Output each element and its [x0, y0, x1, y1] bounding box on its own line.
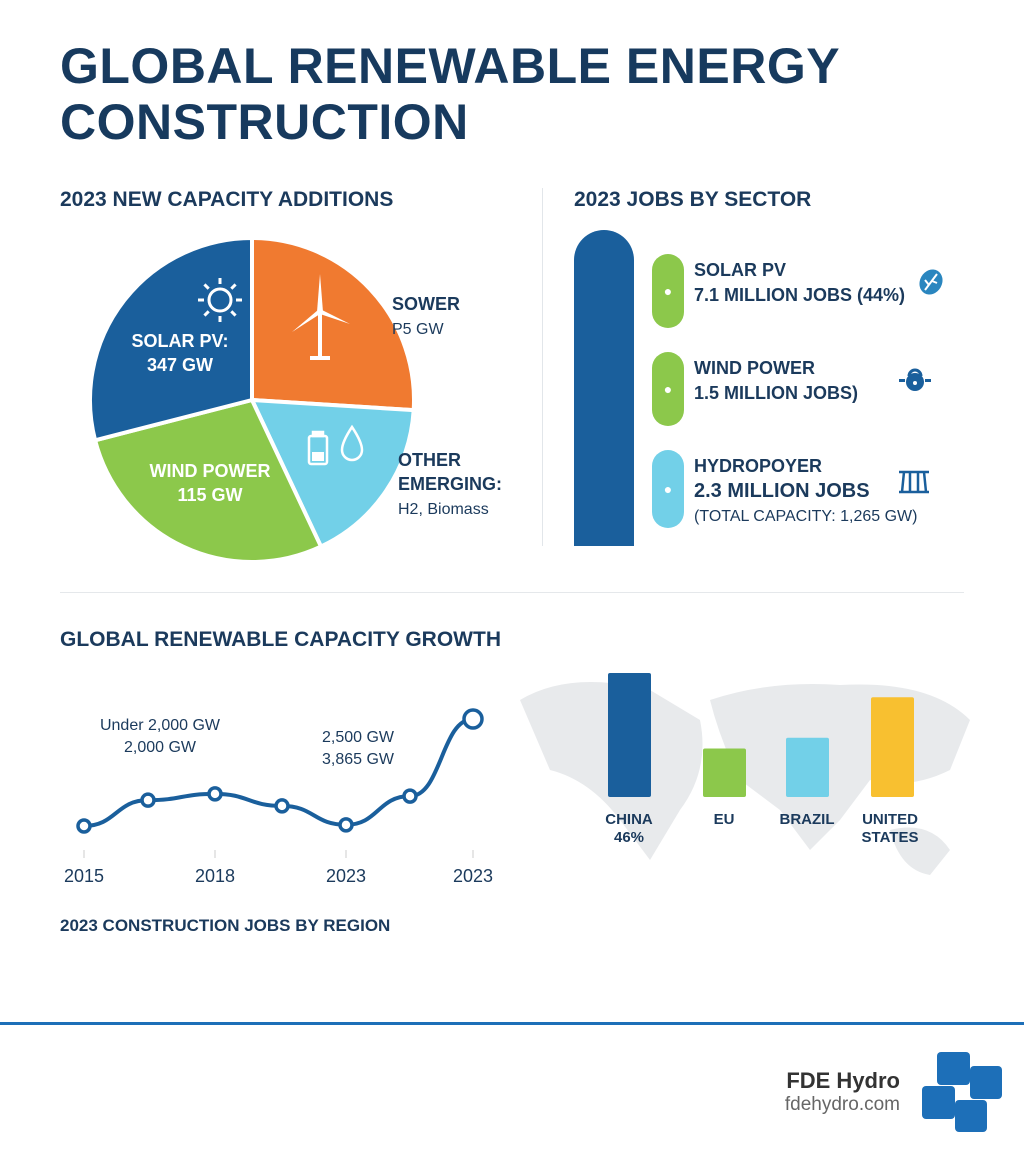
fde-hydro-logo	[922, 1052, 1002, 1132]
hydro-jobs-pill: ●	[652, 450, 684, 528]
region-bar	[871, 697, 914, 797]
sun-icon	[198, 278, 242, 322]
wind-jobs-pill: ●	[652, 352, 684, 426]
capacity-pie-chart: SOWER P5 GW OTHER EMERGING: H2, Biomass WIND …	[88, 235, 502, 564]
dam-icon	[899, 470, 929, 494]
sector-value: 1.5 MILLION JOBS)	[694, 383, 859, 403]
hydro-jobs: HYDROPOYER 2.3 MILLION JOBS (TOTAL CAPACIT…	[694, 454, 917, 529]
slice-label: SOWER	[392, 294, 460, 314]
x-tick-label: 2023	[453, 866, 493, 886]
brand-url[interactable]: fdehydro.com	[784, 1094, 900, 1115]
title-line-1: GLOBAL RENEWABLE ENERGY	[60, 38, 841, 94]
data-point	[402, 788, 418, 804]
sector-name: WIND POWER	[694, 358, 815, 378]
brand-name: FDE Hydro	[786, 1068, 900, 1093]
data-point	[76, 818, 92, 834]
divider	[542, 188, 543, 546]
battery-icon	[307, 430, 329, 466]
sector-value: 2.3 MILLION JOBS	[694, 480, 870, 502]
leaf-icon	[919, 269, 943, 295]
slice-value: P5 GW	[392, 321, 444, 338]
annotation: 3,865 GW	[322, 751, 395, 768]
pie-slice	[250, 235, 416, 413]
data-point	[462, 708, 484, 730]
annotation: 2,000 GW	[124, 739, 197, 756]
pie-slice	[92, 397, 324, 564]
person-icon: ●	[663, 481, 673, 497]
capacity-growth-line-chart: 2015 2018 2023 2023 Under 2,000 GW 2,000 GW 2,…	[64, 708, 493, 886]
pie-title: 2023 NEW CAPACITY ADDITIONS	[60, 188, 394, 211]
data-point	[274, 798, 290, 814]
pie-slice	[88, 235, 254, 443]
jobs-total-bar	[574, 230, 634, 546]
x-tick-label: 2023	[326, 866, 366, 886]
data-point	[140, 792, 156, 808]
region-bar	[703, 748, 746, 797]
solar-jobs: SOLAR PV 7.1 MILLION JOBS (44%)	[694, 258, 905, 308]
region-label: BRAZIL	[780, 811, 835, 828]
bar-title: 2023 CONSTRUCTION JOBS BY REGION	[60, 916, 391, 935]
wind-turbine-icon	[292, 274, 350, 360]
x-tick-label: 2015	[64, 866, 104, 886]
lock-icon	[899, 368, 931, 391]
sector-value: 7.1 MILLION JOBS (44%)	[694, 285, 906, 305]
region-bar	[608, 673, 651, 797]
annotation: 2,500 GW	[322, 729, 395, 746]
page-title: GLOBAL RENEWABLE ENERGY CONSTRUCTION	[60, 38, 840, 150]
slice-label: EMERGING:	[398, 474, 502, 494]
slice-label: WIND POWER	[150, 461, 271, 481]
slice-value: H2, Biomass	[398, 501, 489, 518]
data-point	[207, 786, 223, 802]
person-icon: ●	[663, 381, 673, 397]
region-label: STATES	[862, 829, 919, 846]
person-icon: ●	[663, 283, 673, 299]
region-bar	[786, 737, 829, 797]
sector-name: HYDROPOYER	[694, 456, 823, 476]
slice-label: OTHER	[398, 450, 461, 470]
sector-note: (TOTAL CAPACITY: 1,265 GW)	[694, 508, 918, 525]
slice-value: 347 GW	[147, 355, 213, 375]
line-title: GLOBAL RENEWABLE CAPACITY GROWTH	[60, 628, 501, 651]
divider	[60, 592, 964, 593]
x-tick-label: 2018	[195, 866, 235, 886]
slice-label: SOLAR PV:	[131, 331, 228, 351]
pie-slice	[248, 397, 416, 550]
footer-rule	[0, 1022, 1024, 1025]
wind-jobs: WIND POWER 1.5 MILLION JOBS)	[694, 356, 858, 406]
slice-value: 115 GW	[177, 485, 242, 505]
solar-jobs-pill: ●	[652, 254, 684, 328]
water-drop-icon	[340, 424, 364, 462]
region-label: EU	[714, 811, 735, 828]
data-label: 46%	[614, 829, 644, 846]
region-label: CHINA	[605, 811, 653, 828]
data-point	[338, 817, 354, 833]
sector-name: SOLAR PV	[694, 260, 787, 280]
jobs-title: 2023 JOBS BY SECTOR	[574, 188, 812, 211]
footer-brand: FDE Hydro fdehydro.com	[740, 1068, 900, 1116]
title-line-2: CONSTRUCTION	[60, 94, 469, 150]
region-label: UNITED	[862, 811, 918, 828]
annotation: Under 2,000 GW	[100, 717, 221, 734]
